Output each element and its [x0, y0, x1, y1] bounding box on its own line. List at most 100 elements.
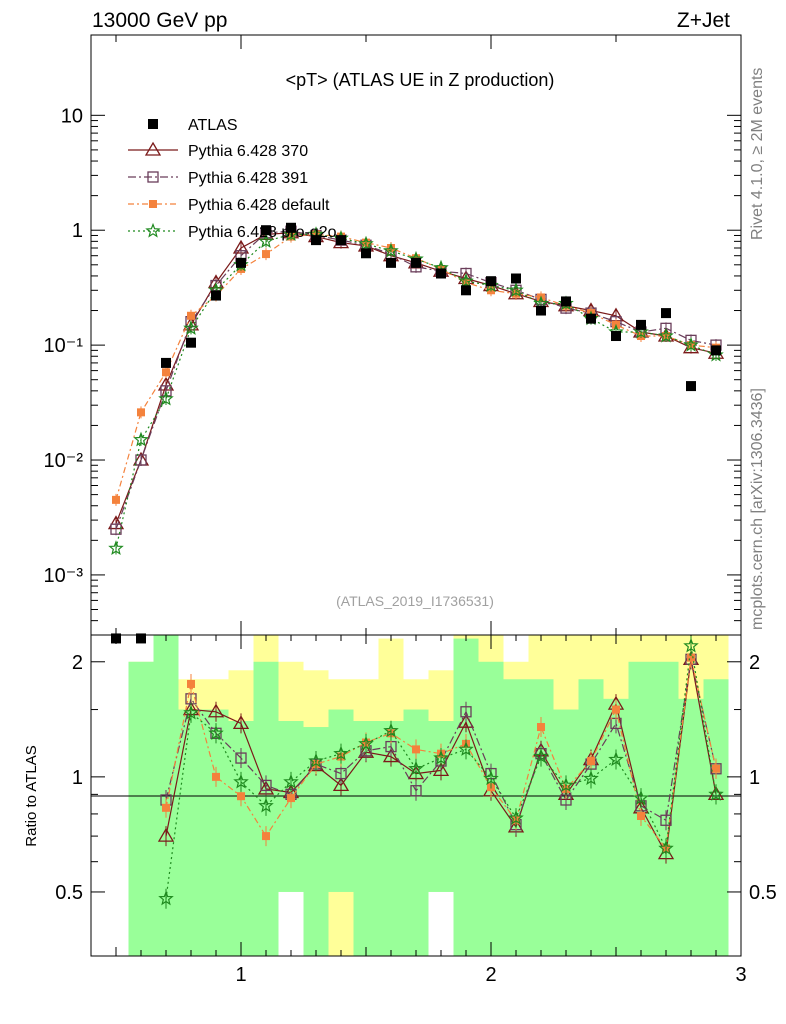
data-point — [311, 235, 321, 246]
series-point — [137, 408, 145, 417]
ratio-point — [287, 794, 295, 803]
data-point — [586, 313, 596, 324]
series-point — [258, 233, 274, 248]
data-point — [386, 257, 396, 268]
series-point — [633, 323, 649, 339]
ratio-point — [187, 679, 195, 688]
ratio-ytick-label-right: 2 — [749, 652, 760, 674]
ratio-point — [708, 786, 724, 801]
ratio-point — [235, 752, 247, 764]
ratio-point — [458, 741, 474, 756]
series-point — [108, 540, 124, 556]
ratio-point — [207, 703, 225, 718]
ratio-point — [483, 770, 499, 786]
ratio-point — [158, 890, 174, 906]
series-line-4 — [115, 233, 717, 549]
data-point — [261, 225, 271, 236]
ratio-point — [408, 760, 424, 776]
data-point — [336, 235, 346, 246]
series-point — [262, 250, 270, 259]
ratio-point — [332, 777, 350, 792]
data-point — [536, 305, 546, 316]
legend-label: Pythia 6.428 pro-q2o — [188, 224, 337, 241]
data-point — [286, 222, 296, 233]
ratio-point — [233, 773, 249, 789]
ratio-point — [410, 785, 422, 797]
ratio-point — [687, 653, 695, 662]
ratio-point — [382, 748, 400, 763]
main-ytick-label: 10 — [61, 105, 83, 127]
ratio-axes: 2 2 1 1 0.5 0.5 1 2 3 — [55, 635, 777, 986]
legend-marker — [149, 200, 157, 208]
ratio-point — [162, 803, 170, 812]
data-point — [411, 257, 421, 268]
data-point — [686, 381, 696, 392]
ratio-point — [608, 751, 624, 767]
data-point — [211, 290, 221, 301]
series-point — [683, 336, 699, 352]
series-point — [658, 327, 674, 343]
ratio-point — [157, 827, 175, 842]
ratio-point — [612, 705, 620, 714]
ratio-xtick-label: 1 — [235, 964, 246, 986]
ratio-point — [533, 748, 549, 764]
band-green — [453, 638, 479, 956]
data-point — [636, 319, 646, 330]
legend-label: Pythia 6.428 391 — [188, 170, 308, 187]
ratio-point — [412, 745, 420, 754]
legend-label: ATLAS — [188, 117, 238, 134]
band-green — [653, 661, 679, 956]
data-point — [436, 268, 446, 279]
legend-marker — [148, 119, 158, 129]
data-point — [361, 248, 371, 259]
series-point — [187, 311, 195, 320]
header-energy: 13000 GeV pp — [92, 9, 227, 32]
main-ytick-label: 10⁻² — [44, 450, 84, 472]
ratio-line-3 — [165, 657, 717, 850]
ratio-point — [508, 809, 524, 825]
ratio-point — [587, 757, 595, 766]
band-green — [678, 698, 704, 956]
ratio-point — [637, 812, 645, 821]
main-y-axis: 10 1 10⁻¹ 10⁻² 10⁻³ — [44, 35, 742, 636]
ratio-point — [260, 779, 272, 792]
main-series — [107, 222, 725, 644]
ratio-point — [583, 770, 599, 786]
main-ytick-label: 10⁻¹ — [44, 335, 84, 357]
ratio-point — [358, 735, 374, 751]
data-point — [611, 331, 621, 342]
legend: ATLAS Pythia 6.428 370 Pythia 6.428 391 Pyt… — [128, 117, 337, 241]
data-point — [711, 345, 721, 356]
ratio-point — [283, 773, 299, 789]
ratio-point — [658, 840, 674, 856]
band-green — [128, 661, 154, 956]
ratio-point — [712, 764, 720, 773]
ratio-point — [212, 772, 220, 781]
chart-title: <pT> (ATLAS UE in Z production) — [286, 70, 555, 90]
main-ytick-label: 10⁻³ — [44, 565, 84, 587]
main-panel: 10 1 10⁻¹ 10⁻² 10⁻³ <pT> (ATLAS UE in Z prod… — [44, 34, 742, 644]
series-line-3 — [115, 233, 717, 501]
series-point — [508, 282, 524, 297]
ratio-ytick-label-right: 0.5 — [749, 882, 777, 904]
series-point — [112, 495, 120, 504]
series-point — [110, 523, 122, 535]
series-line-2 — [115, 230, 717, 530]
rivet-version-label: Rivet 4.1.0, ≥ 2M events — [749, 68, 766, 240]
legend-marker — [145, 222, 161, 238]
analysis-label: (ATLAS_2019_I1736531) — [336, 593, 494, 609]
legend-label: Pythia 6.428 default — [188, 197, 330, 214]
legend-marker — [147, 171, 159, 183]
ratio-point — [258, 797, 274, 813]
band-green — [703, 679, 729, 956]
ratio-point — [333, 745, 349, 761]
series-line-1 — [115, 232, 717, 524]
data-point — [161, 357, 171, 368]
data-point — [511, 273, 521, 284]
series-point — [458, 273, 474, 288]
ratio-series — [157, 635, 725, 909]
ratio-point — [183, 704, 199, 720]
mcplots-label: mcplots.cern.ch [arXiv:1306.3436] — [749, 388, 766, 630]
data-point — [236, 257, 246, 268]
